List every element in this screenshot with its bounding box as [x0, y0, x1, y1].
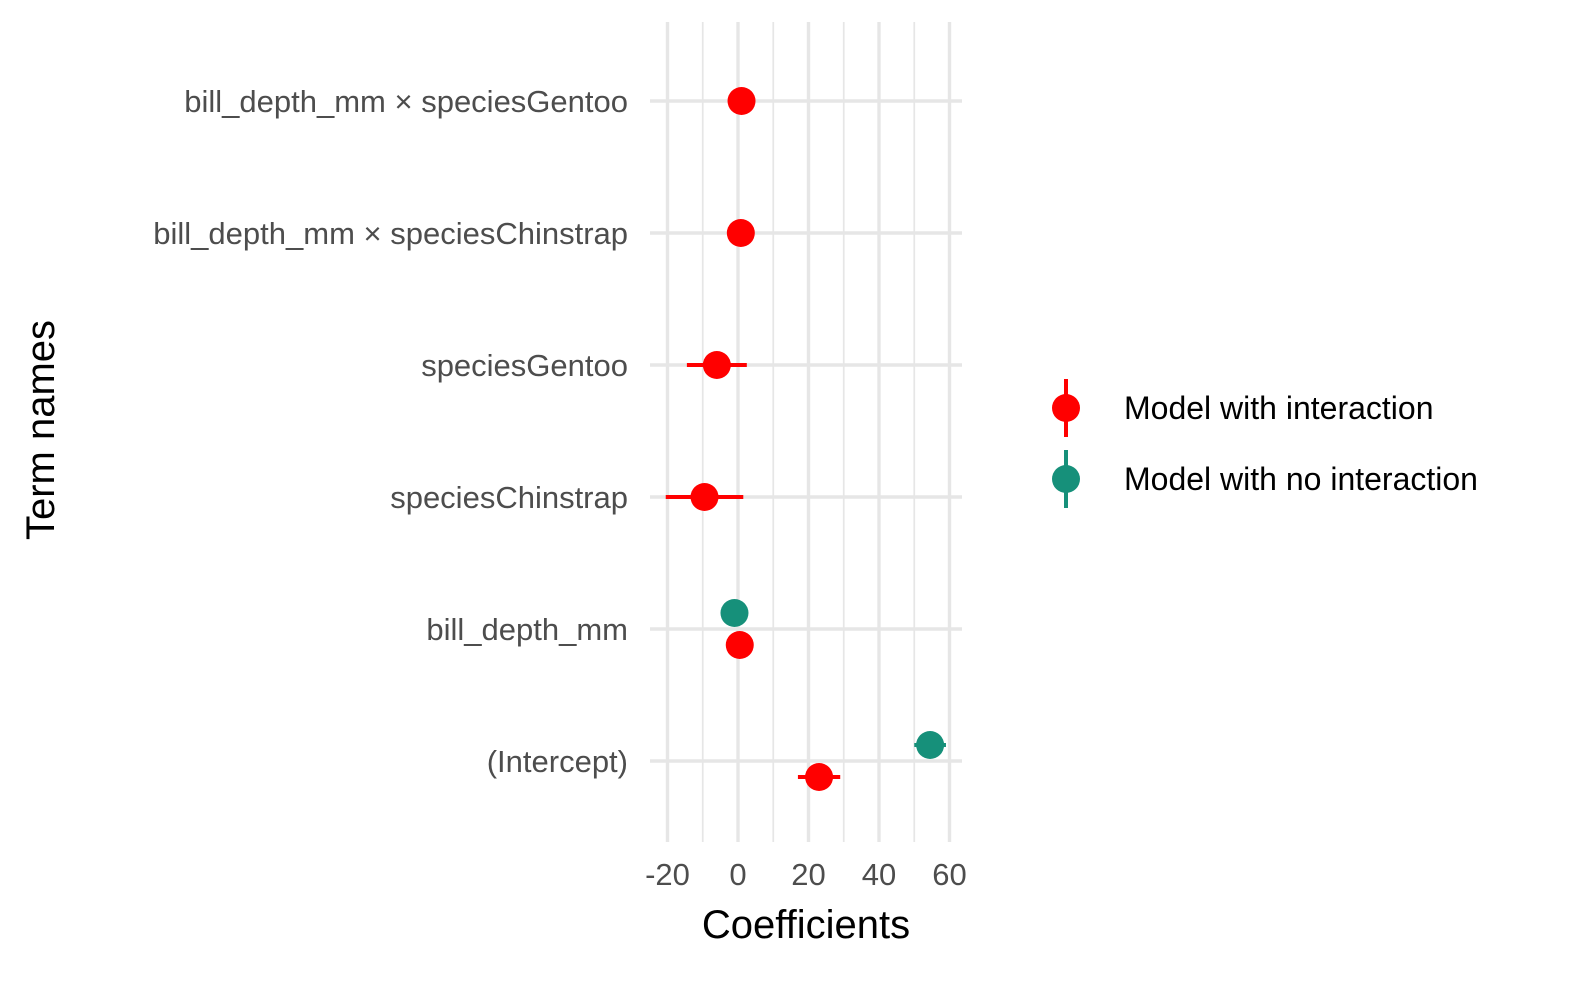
data-point	[805, 763, 834, 791]
y-tick-labels: bill_depth_mm × speciesGentoo bill_depth_…	[153, 84, 628, 779]
x-tick-labels: -20 0 20 40 60	[645, 857, 967, 892]
data-point	[725, 631, 754, 659]
y-axis-title: Term names	[19, 320, 63, 540]
x-tick-label: 40	[862, 857, 896, 892]
data-point	[720, 599, 749, 627]
legend-key-point	[1052, 394, 1080, 422]
data-point	[726, 219, 755, 247]
y-tick-label: bill_depth_mm × speciesGentoo	[184, 84, 628, 119]
gridlines	[650, 22, 962, 842]
legend-label: Model with interaction	[1124, 390, 1433, 426]
legend-key-point	[1052, 465, 1080, 493]
data-marks	[665, 87, 946, 791]
y-tick-label: bill_depth_mm × speciesChinstrap	[153, 216, 628, 251]
legend-label: Model with no interaction	[1124, 461, 1478, 497]
x-axis-title: Coefficients	[702, 903, 910, 947]
legend: Model with interaction Model with no inte…	[1052, 379, 1478, 508]
x-tick-label: 20	[791, 857, 825, 892]
y-tick-label: speciesGentoo	[421, 348, 628, 383]
data-point	[702, 351, 731, 379]
x-tick-label: -20	[645, 857, 690, 892]
data-point	[690, 483, 719, 511]
y-tick-label: bill_depth_mm	[426, 612, 628, 647]
data-point	[727, 87, 756, 115]
x-tick-label: 0	[729, 857, 746, 892]
x-tick-label: 60	[932, 857, 966, 892]
y-tick-label: speciesChinstrap	[390, 480, 628, 515]
data-point	[916, 731, 945, 759]
y-tick-label: (Intercept)	[487, 744, 628, 779]
